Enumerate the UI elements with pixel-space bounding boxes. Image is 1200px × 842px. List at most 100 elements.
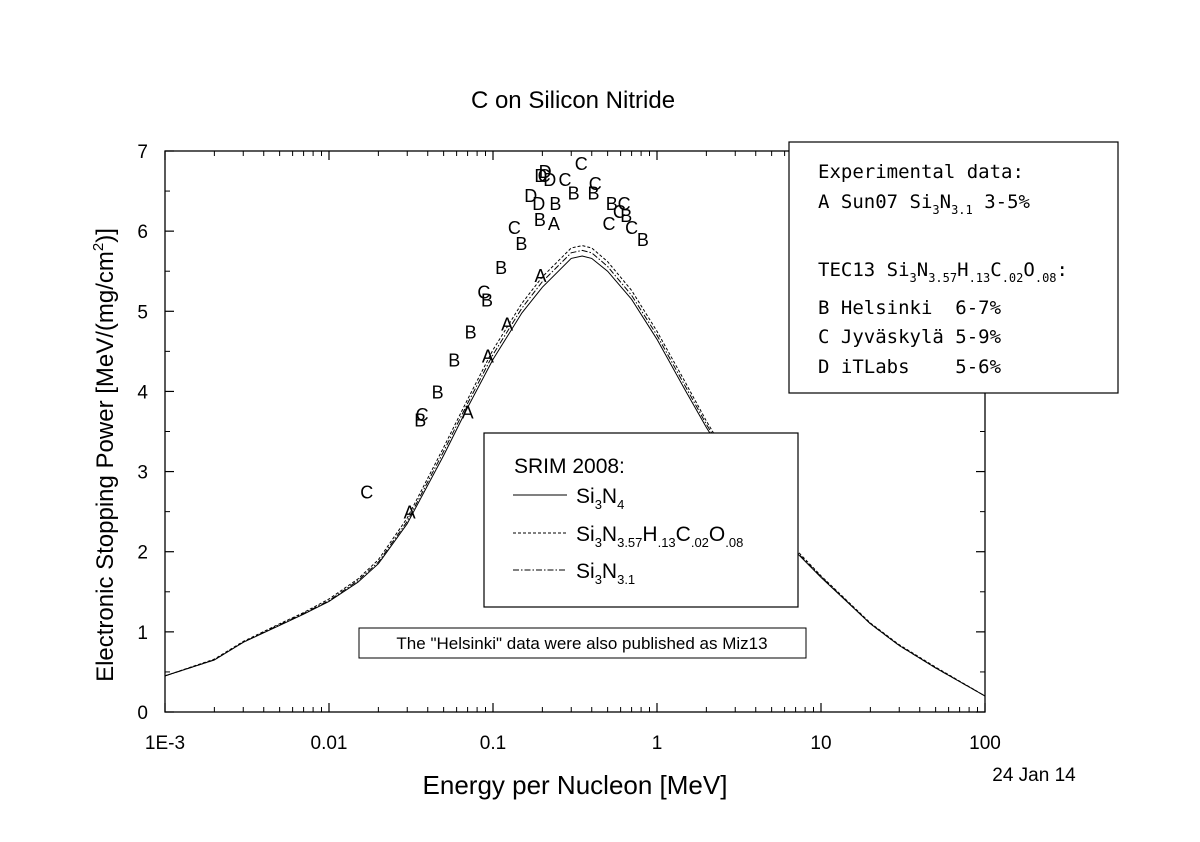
data-point-d: D — [543, 170, 556, 190]
y-axis-label-main: Electronic Stopping Power [MeV/(mg/cm — [92, 251, 119, 682]
x-tick-label: 1E-3 — [145, 733, 185, 754]
data-point-c: C — [589, 174, 602, 194]
data-point-d: D — [539, 162, 552, 182]
legend-entry-b: B Helsinki 6-7% — [818, 297, 1002, 319]
subscript: .13 — [658, 535, 676, 550]
y-tick-label: 7 — [137, 142, 148, 163]
data-point-b: B — [465, 322, 477, 342]
y-tick-label: 4 — [137, 382, 148, 403]
subscript: 3 — [595, 572, 602, 587]
y-axis-label: Electronic Stopping Power [MeV/(mg/cm2)] — [90, 228, 119, 682]
data-point-b: B — [620, 206, 632, 226]
srim-curve-dashdot — [164, 249, 986, 697]
subscript: .13 — [969, 271, 991, 285]
formula-text: N — [602, 560, 617, 583]
formula-text: C — [676, 523, 691, 546]
data-point-c: C — [618, 194, 631, 214]
data-point-b: B — [448, 350, 460, 370]
formula-text: Si — [576, 560, 595, 583]
srim-legend: SRIM 2008: Si3N4 Si3N3.57H.13C.02O.08 Si… — [483, 432, 799, 608]
data-point-c: C — [613, 202, 626, 222]
y-tick-label: 0 — [137, 703, 148, 724]
x-tick-label: 1 — [652, 733, 663, 754]
data-point-c: C — [508, 218, 521, 238]
y-tick-label: 1 — [137, 623, 148, 644]
srim-legend-heading: SRIM 2008: — [514, 455, 625, 478]
data-point-d: D — [524, 186, 537, 206]
data-point-b: B — [495, 258, 507, 278]
data-point-c: C — [603, 214, 616, 234]
data-point-b: B — [587, 184, 599, 204]
annotation: The "Helsinki" data were also published … — [358, 627, 807, 659]
formula-text: N — [602, 523, 617, 546]
subscript: 3 — [910, 271, 917, 285]
x-tick-label: 0.1 — [480, 733, 506, 754]
experimental-legend-heading: Experimental data: — [818, 161, 1024, 183]
formula-text: O — [1023, 259, 1034, 281]
date-label: 24 Jan 14 — [992, 765, 1076, 786]
subscript: .08 — [725, 535, 743, 550]
data-point-b: B — [515, 234, 527, 254]
subscript: 3.57 — [928, 271, 957, 285]
data-point-c: C — [559, 170, 572, 190]
legend-entry-c: C Jyväskylä 5-9% — [818, 326, 1002, 348]
formula-text: C — [990, 259, 1001, 281]
formula-text: N — [917, 259, 928, 281]
formula-text: Si — [576, 485, 595, 508]
subscript: 3 — [595, 535, 602, 550]
srim-legend-box — [483, 432, 799, 608]
srim-curve-dashed — [164, 245, 986, 697]
subscript: .02 — [691, 535, 709, 550]
data-point-d: D — [532, 194, 545, 214]
srim-curve-solid — [164, 255, 986, 697]
x-tick-label: 100 — [969, 733, 1001, 754]
formula-text: A Sun07 Si — [818, 191, 932, 213]
y-tick-label: 6 — [137, 222, 148, 243]
data-point-c: C — [360, 483, 373, 503]
data-point-a: A — [548, 214, 560, 234]
data-point-b: B — [606, 194, 618, 214]
srim-legend-entry: Si3N3.1 — [576, 560, 635, 587]
data-point-c: C — [416, 405, 429, 425]
tec13-heading: TEC13 Si3N3.57H.13C.02O.08: — [818, 259, 1068, 285]
srim-curves — [164, 245, 986, 697]
data-point-c: C — [538, 166, 551, 186]
data-point-a: A — [462, 402, 474, 422]
y-axis-label-close: )] — [92, 228, 119, 243]
data-point-a: A — [404, 503, 416, 523]
data-point-b: B — [568, 184, 580, 204]
subscript: .08 — [1035, 271, 1057, 285]
subscript: 3 — [932, 203, 939, 217]
formula-text: TEC13 Si — [818, 259, 910, 281]
legend-entry-d: D iTLabs 5-6% — [818, 356, 1002, 378]
data-point-a: A — [501, 314, 513, 334]
data-point-c: C — [477, 282, 490, 302]
data-point-b: B — [414, 410, 426, 430]
data-point-d: D — [534, 166, 547, 186]
data-point-b: B — [481, 290, 493, 310]
data-point-b: B — [637, 230, 649, 250]
formula-text: 3-5% — [973, 191, 1031, 213]
experimental-legend-box — [788, 141, 1119, 394]
subscript: 3.1 — [951, 203, 973, 217]
y-tick-label: 2 — [137, 543, 148, 564]
annotation-box — [358, 627, 807, 659]
subscript: .02 — [1002, 271, 1024, 285]
x-axis-label: Energy per Nucleon [MeV] — [423, 770, 728, 800]
subscript: 3.1 — [617, 572, 635, 587]
formula-text: N — [602, 485, 617, 508]
data-point-b: B — [534, 210, 546, 230]
data-point-a: A — [482, 346, 494, 366]
chart-title: C on Silicon Nitride — [471, 87, 675, 114]
formula-text: N — [940, 191, 951, 213]
subscript: 3 — [595, 497, 602, 512]
formula-text: O — [709, 523, 725, 546]
legend-entry-a: A Sun07 Si3N3.1 3-5% — [818, 191, 1031, 217]
y-tick-label: 5 — [137, 302, 148, 323]
data-point-c: C — [575, 154, 588, 174]
data-point-b: B — [549, 194, 561, 214]
data-point-b: B — [432, 382, 444, 402]
